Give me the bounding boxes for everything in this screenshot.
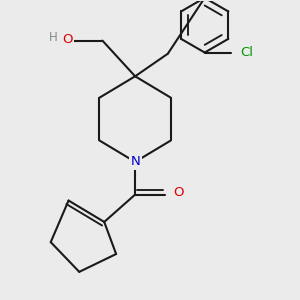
Text: Cl: Cl <box>240 46 253 59</box>
Text: O: O <box>173 186 184 199</box>
Text: H: H <box>49 31 58 44</box>
Text: N: N <box>130 155 140 168</box>
Text: O: O <box>62 33 73 46</box>
